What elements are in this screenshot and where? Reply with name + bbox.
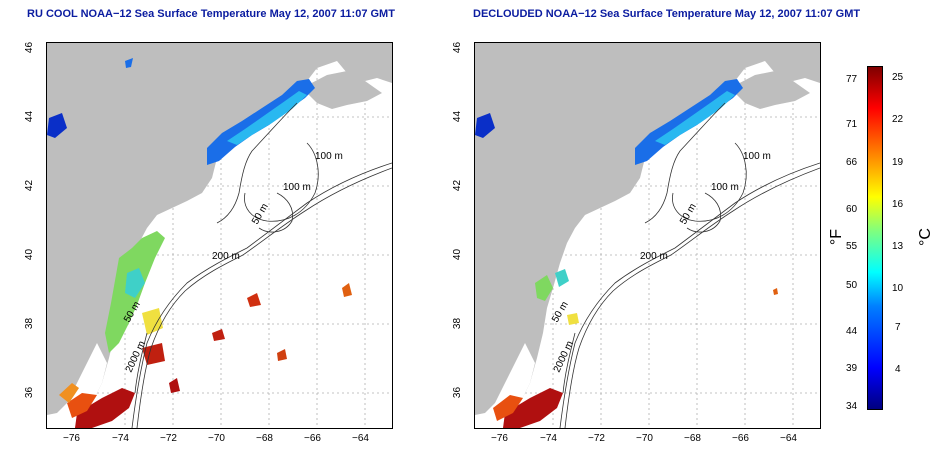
c-tick: 22 (892, 114, 904, 125)
contour-label-100-b: 100 m (283, 182, 311, 193)
lat-tick: 40 (24, 248, 36, 261)
lon-tick: −72 (588, 433, 605, 444)
lat-tick: 44 (452, 110, 464, 123)
c-tick: 13 (892, 241, 904, 252)
left-map-canvas: 100 m 100 m 50 m 200 m 50 m 2000 m (47, 43, 392, 428)
c-tick: 25 (892, 72, 904, 83)
f-tick: 77 (846, 74, 858, 85)
contour-label-100-a: 100 m (315, 151, 343, 162)
c-tick: 4 (895, 364, 901, 375)
nova-scotia-land (730, 71, 810, 109)
f-tick: 50 (846, 280, 858, 291)
lon-tick: −74 (540, 433, 557, 444)
c-tick: 19 (892, 157, 904, 168)
f-tick: 66 (846, 157, 858, 168)
lon-tick: −66 (732, 433, 749, 444)
lon-tick: −74 (112, 433, 129, 444)
f-tick: 71 (846, 119, 858, 130)
contour-label-200: 200 m (640, 251, 668, 262)
lat-tick: 44 (24, 110, 36, 123)
lon-tick: −64 (780, 433, 797, 444)
bathymetry-contours (559, 102, 820, 428)
lon-tick: −76 (63, 433, 80, 444)
f-tick: 39 (846, 363, 858, 374)
sst-gulf-stream (503, 388, 563, 428)
lon-tick: −76 (491, 433, 508, 444)
f-tick: 60 (846, 204, 858, 215)
lon-tick: −68 (684, 433, 701, 444)
contour-label-50: 50 m (250, 202, 271, 227)
lat-tick: 36 (452, 386, 464, 399)
lon-tick: −70 (636, 433, 653, 444)
celsius-unit-label: °C (916, 228, 934, 246)
lon-tick: −70 (208, 433, 225, 444)
fahrenheit-unit-label: °F (828, 228, 846, 246)
lon-tick: −66 (304, 433, 321, 444)
lat-tick: 38 (452, 317, 464, 330)
sst-mid-atlantic (535, 275, 553, 301)
c-tick: 16 (892, 199, 904, 210)
right-map-title: DECLOUDED NOAA−12 Sea Surface Temperatur… (473, 8, 861, 20)
lat-tick: 46 (24, 41, 36, 54)
bathymetry-contours (131, 102, 392, 428)
contour-label-100-a: 100 m (743, 151, 771, 162)
nova-scotia-land (302, 71, 382, 109)
f-tick: 44 (846, 326, 858, 337)
contour-label-100-b: 100 m (711, 182, 739, 193)
lon-tick: −72 (160, 433, 177, 444)
right-map-canvas: 100 m 100 m 50 m 200 m 50 m 2000 m (475, 43, 820, 428)
right-map-panel: 100 m 100 m 50 m 200 m 50 m 2000 m (474, 42, 821, 429)
contour-label-2000: 2000 m (124, 339, 148, 374)
lat-tick: 38 (24, 317, 36, 330)
left-map-panel: 100 m 100 m 50 m 200 m 50 m 2000 m (46, 42, 393, 429)
c-tick: 7 (895, 322, 901, 333)
sst-gulf-stream (75, 388, 135, 428)
contour-label-2000: 2000 m (552, 339, 576, 374)
lat-tick: 40 (452, 248, 464, 261)
lat-tick: 46 (452, 41, 464, 54)
land-mass (475, 43, 820, 428)
left-map-title: RU COOL NOAA−12 Sea Surface Temperature … (27, 8, 395, 20)
lon-tick: −68 (256, 433, 273, 444)
colorbar (867, 66, 883, 410)
f-tick: 34 (846, 401, 858, 412)
lat-tick: 42 (452, 179, 464, 192)
c-tick: 10 (892, 283, 904, 294)
contour-label-200: 200 m (212, 251, 240, 262)
lat-tick: 36 (24, 386, 36, 399)
lon-tick: −64 (352, 433, 369, 444)
lat-tick: 42 (24, 179, 36, 192)
contour-label-50: 50 m (678, 202, 699, 227)
land-mass (47, 43, 392, 428)
f-tick: 55 (846, 241, 858, 252)
